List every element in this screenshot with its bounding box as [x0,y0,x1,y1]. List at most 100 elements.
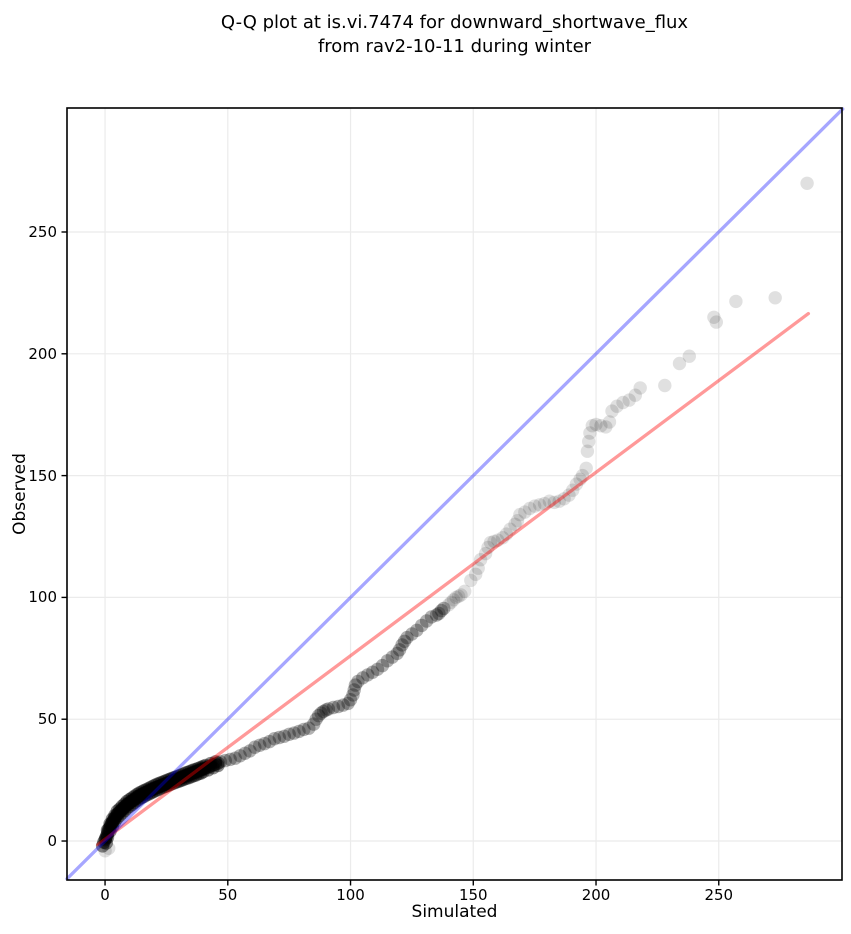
scatter-point [180,768,194,782]
scatter-point [111,806,126,820]
y-tick-label: 100 [28,588,57,607]
scatter-point [496,531,510,545]
scatter-point [370,662,385,676]
scatter-point [449,590,463,605]
scatter-point [130,790,144,804]
scatter-point [103,824,117,838]
scatter-point [682,349,696,363]
scatter-point [98,833,112,847]
scatter-point [131,789,145,804]
x-tick-label: 100 [336,886,365,904]
x-tick-label: 0 [100,886,110,904]
scatter-point [115,806,129,820]
scatter-point [326,700,341,715]
scatter-point [130,793,144,808]
scatter-point [316,704,331,719]
scatter-point [605,404,619,418]
scatter-point [471,561,485,575]
scatter-point [107,812,121,827]
identity-line [65,107,845,881]
scatter-point [100,830,115,845]
scatter-point [148,781,163,795]
scatter-point [184,770,198,784]
scatter-point [159,773,174,788]
chart-title-line2: from rav2-10-11 during winter [317,36,592,57]
scatter-point [167,776,181,790]
x-tick-label: 50 [218,886,238,904]
scatter-point [172,774,186,788]
scatter-point [341,696,355,711]
x-tick-label: 200 [581,886,611,904]
scatter-point [149,780,164,795]
scatter-point [113,808,127,823]
scatter-point [186,763,201,777]
y-tick-label: 0 [47,832,57,851]
scatter-point [140,785,154,799]
scatter-point [143,783,158,797]
scatter-point [473,553,488,567]
scatter-point [189,768,203,782]
scatter-point [186,766,201,780]
y-tick-label: 200 [28,344,57,363]
scatter-point [162,775,176,790]
scatter-point [127,795,142,810]
scatter-point [610,399,624,413]
scatter-point [181,765,196,779]
scatter-point [390,646,404,661]
scatter-point [397,634,412,648]
scatter-point [108,811,122,825]
scatter-point [552,494,566,508]
scatter-point [157,774,171,789]
scatter-point [125,791,139,805]
scatter-point [199,761,213,775]
scatter-point [138,785,153,800]
scatter-point [179,766,193,780]
scatter-point [101,824,115,838]
scatter-point [195,762,209,777]
scatter-point [503,522,517,536]
scatter-point [184,767,198,781]
scatter-point [108,814,122,829]
scatter-point [108,808,122,823]
scatter-point [523,501,537,516]
scatter-point [142,784,156,798]
scatter-point [113,802,127,816]
scatter-point [145,780,159,794]
scatter-point [314,706,328,720]
scatter-point [140,782,154,797]
scatter-point [446,593,461,607]
scatter-point [709,315,723,329]
scatter-point [173,771,187,785]
scatter-point [178,769,192,783]
scatter-point [174,768,188,782]
scatter-point [419,614,434,628]
scatter-point [211,758,225,773]
scatter-point [159,776,174,791]
scatter-point [152,776,166,791]
scatter-point [169,775,183,789]
scatter-point [518,505,532,519]
scatter-point [162,772,176,787]
scatter-point [589,417,603,432]
scatter-point [97,835,111,849]
scatter-point [103,817,117,831]
scatter-point [321,702,336,716]
scatter-point [176,770,191,784]
scatter-point [109,809,123,823]
scatter-point [206,758,220,772]
scatter-point [100,827,115,841]
scatter-point [174,773,188,788]
scatter-point [127,789,142,803]
scatter-point [163,775,177,789]
scatter-point [106,814,120,828]
scatter-point [142,787,156,801]
scatter-point [179,771,193,786]
scatter-point [483,535,498,550]
scatter-point [137,783,151,798]
scatter-point [119,799,133,813]
scatter-point [149,783,164,797]
scatter-point [146,782,160,796]
scatter-point [190,764,204,778]
scatter-point [347,683,361,697]
